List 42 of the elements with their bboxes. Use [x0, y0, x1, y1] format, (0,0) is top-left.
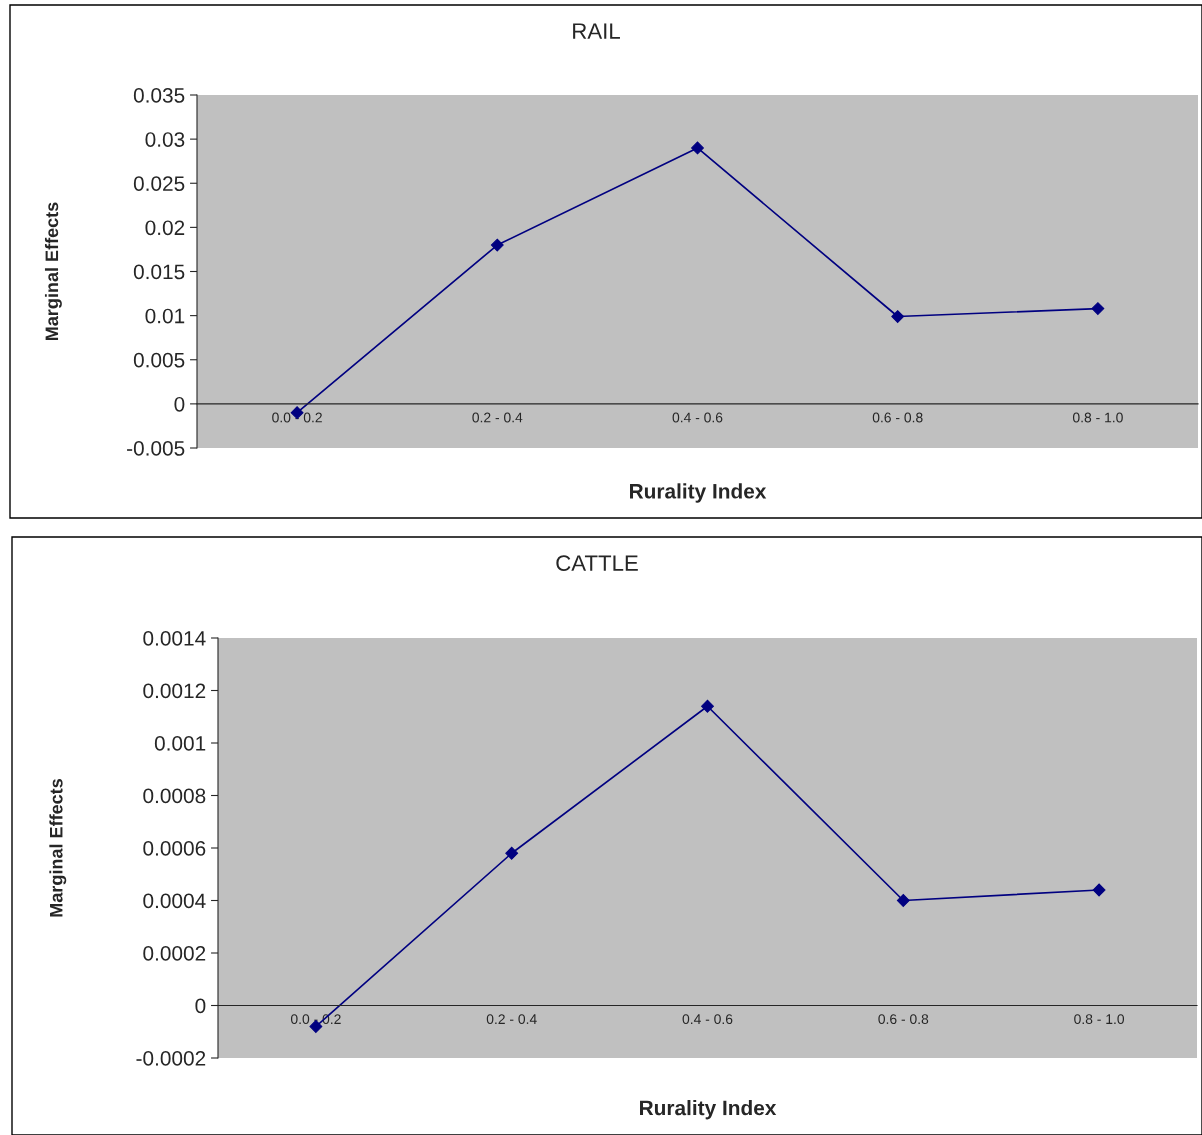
y-tick-label: 0.0012	[143, 683, 206, 699]
y-tick-label: 0.001	[154, 736, 206, 751]
chart-title: CATTLE	[556, 555, 638, 571]
y-tick-label: 0.005	[133, 352, 185, 368]
point	[505, 846, 519, 860]
y-tick-label: 0	[195, 998, 206, 1014]
y-tick-label: 0.0002	[143, 946, 206, 961]
y-tick-label: 0	[174, 396, 185, 412]
x-tick-label: 0.4 - 0.6	[672, 412, 723, 423]
x-axis-title: Rurality Index	[630, 483, 767, 503]
y-tick-label: 0.01	[145, 308, 185, 324]
x-tick-label: 0.6 - 0.8	[878, 1014, 929, 1025]
y-tick-label: 0.035	[133, 88, 185, 103]
point	[490, 238, 504, 252]
x-tick-label: 0.6 - 0.8	[872, 412, 923, 423]
y-axis-title: Marginal Effects	[44, 202, 62, 341]
x-tick-label: 0.2 - 0.4	[472, 412, 523, 423]
chart-title: RAIL	[573, 23, 620, 39]
point	[1092, 883, 1106, 897]
y-tick-label: 0.025	[133, 176, 185, 191]
y-tick-label: -0.0002	[136, 1051, 206, 1066]
y-tick-label: 0.03	[145, 132, 185, 147]
x-axis-title: Rurality Index	[640, 1100, 777, 1120]
y-tick-label: 0.015	[133, 264, 185, 280]
y-tick-label: 0.0008	[143, 788, 206, 804]
y-tick-label: 0.0014	[143, 631, 206, 646]
point	[701, 699, 714, 713]
point	[891, 310, 905, 323]
y-tick-label: -0.005	[127, 441, 185, 456]
x-tick-label: 0.2 - 0.4	[486, 1014, 537, 1025]
point	[1091, 302, 1105, 315]
y-tick-label: 0.02	[145, 220, 185, 236]
x-tick-label: 0.0 - 0.2	[272, 412, 322, 423]
point	[691, 141, 704, 155]
y-axis-title: Marginal Effects	[49, 779, 67, 917]
x-tick-label: 0.8 - 1.0	[1074, 1014, 1125, 1025]
point	[309, 1020, 323, 1033]
y-tick-label: 0.0004	[143, 893, 206, 909]
y-tick-label: 0.0006	[143, 841, 206, 856]
x-tick-label: 0.4 - 0.6	[682, 1014, 733, 1025]
point	[896, 894, 910, 907]
x-tick-label: 0.8 - 1.0	[1072, 412, 1123, 423]
